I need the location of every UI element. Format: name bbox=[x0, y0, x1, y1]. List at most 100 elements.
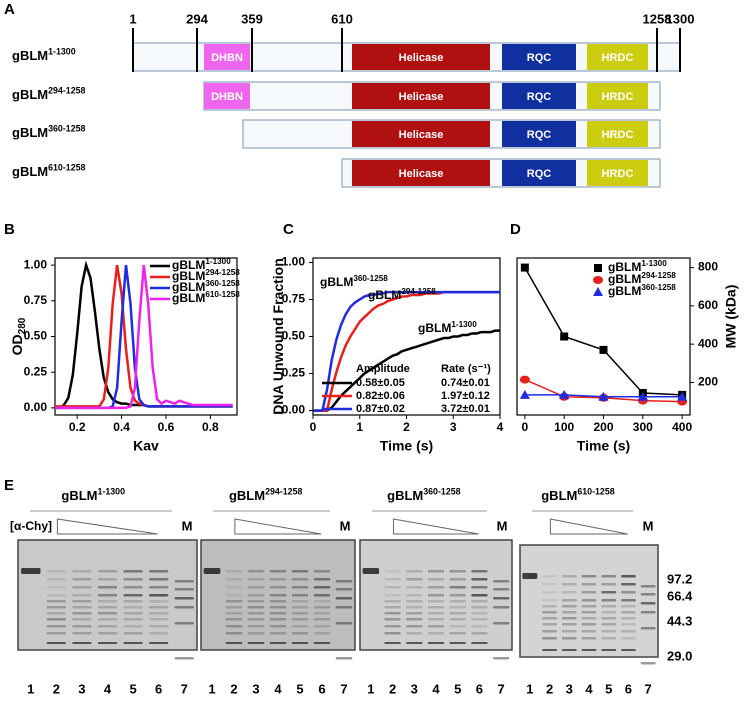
gel-band bbox=[291, 586, 309, 589]
gel-band bbox=[581, 605, 597, 608]
y-tick-label: 1.00 bbox=[24, 257, 48, 271]
label-main: DNA Unwound Fraction bbox=[270, 258, 286, 415]
y-tick-label: 0.50 bbox=[282, 329, 306, 343]
table-header: Amplitude bbox=[356, 363, 410, 375]
gel-band bbox=[449, 612, 466, 615]
table-cell: 0.87±0.02 bbox=[356, 403, 405, 415]
gel-band bbox=[581, 599, 597, 602]
marker bbox=[520, 263, 529, 272]
gel-band bbox=[225, 618, 243, 621]
series-line bbox=[313, 329, 500, 412]
gel-band bbox=[97, 594, 118, 597]
gel-band bbox=[601, 575, 617, 578]
gel-band bbox=[174, 606, 194, 609]
domain-label: Helicase bbox=[399, 129, 444, 141]
table-cell: 0.58±0.05 bbox=[356, 377, 405, 389]
gel-band bbox=[269, 642, 287, 644]
gel-band bbox=[72, 642, 92, 644]
gel-band bbox=[313, 594, 331, 597]
x-tick-label: 200 bbox=[593, 420, 613, 434]
gel-band bbox=[291, 618, 309, 621]
gel-band bbox=[72, 600, 92, 603]
y-axis-label: OD280 bbox=[9, 317, 28, 355]
gel-band bbox=[269, 578, 287, 581]
gel-band bbox=[384, 618, 401, 621]
series-line bbox=[313, 290, 500, 412]
gel-band bbox=[46, 642, 67, 644]
panel-label: B bbox=[4, 221, 15, 238]
gel-band bbox=[542, 575, 558, 578]
label-sup: 1-1300 bbox=[451, 320, 477, 329]
domain-box bbox=[502, 44, 576, 70]
lane-number: 1 bbox=[367, 681, 374, 696]
y-tick-label: 800 bbox=[698, 260, 718, 274]
gel-band bbox=[427, 606, 445, 609]
gel-band bbox=[384, 625, 401, 628]
domain-box bbox=[502, 160, 576, 186]
gel-band bbox=[72, 632, 92, 635]
label-sup: 1-1300 bbox=[641, 259, 667, 268]
marker bbox=[559, 389, 570, 399]
gel-band bbox=[291, 606, 309, 609]
gel-band bbox=[492, 597, 510, 600]
domain-box bbox=[204, 44, 250, 70]
label-sup: 1-1300 bbox=[48, 47, 76, 57]
gel-band bbox=[335, 606, 353, 609]
gel-band bbox=[601, 623, 617, 626]
gel-band bbox=[313, 578, 331, 581]
x-tick-label: 0.4 bbox=[113, 420, 130, 434]
domain-box bbox=[352, 44, 490, 70]
gel-band bbox=[362, 568, 380, 574]
domain-label: Helicase bbox=[399, 168, 444, 180]
gel-band bbox=[335, 622, 353, 625]
concentration-wedge bbox=[56, 518, 158, 535]
domain-label: RQC bbox=[527, 91, 552, 103]
label-sup: 360-1258 bbox=[48, 124, 85, 134]
gel-band bbox=[21, 568, 41, 574]
x-tick-label: 400 bbox=[672, 420, 692, 434]
gel-band bbox=[581, 575, 597, 578]
y-tick-label: 0.00 bbox=[24, 400, 48, 414]
gel-band bbox=[449, 632, 466, 635]
gel-band bbox=[561, 599, 577, 602]
lane-number: 6 bbox=[318, 681, 325, 696]
gel-band bbox=[291, 642, 309, 644]
gel-band bbox=[640, 662, 656, 665]
gel-band bbox=[97, 625, 118, 628]
gel-band bbox=[123, 632, 143, 635]
gel-band bbox=[97, 600, 118, 603]
mw-marker-label: 66.4 bbox=[667, 588, 693, 603]
table-cell: 1.97±0.12 bbox=[441, 390, 490, 402]
domain-label: DHBN bbox=[211, 52, 243, 64]
legend-marker bbox=[593, 276, 603, 284]
gel-band bbox=[581, 617, 597, 620]
x-axis-label: Kav bbox=[133, 438, 159, 454]
domain-box bbox=[352, 121, 490, 147]
y-tick-label: 600 bbox=[698, 298, 718, 312]
gel-band bbox=[174, 580, 194, 583]
lane-number: 3 bbox=[252, 681, 259, 696]
y2-axis-label: MW (kDa) bbox=[723, 285, 739, 349]
gel-band bbox=[471, 586, 488, 589]
gel-band bbox=[581, 623, 597, 626]
gel-band bbox=[72, 578, 92, 581]
gel-band bbox=[247, 606, 265, 609]
label-sub: 280 bbox=[17, 317, 28, 334]
gel-band bbox=[247, 632, 265, 635]
lane-number: 3 bbox=[566, 681, 573, 696]
gel-band bbox=[313, 586, 331, 589]
gel-band bbox=[46, 586, 67, 589]
gel-band bbox=[492, 622, 510, 625]
y-tick-label: 0.75 bbox=[24, 293, 48, 307]
gel-band bbox=[313, 600, 331, 603]
marker-lane-label: M bbox=[182, 518, 193, 533]
gel-band bbox=[471, 594, 488, 597]
gel-band bbox=[291, 570, 309, 573]
marker-lane-label: M bbox=[643, 518, 654, 533]
legend-label: gBLM294-1258 bbox=[172, 268, 240, 283]
x-tick-label: 2 bbox=[403, 420, 410, 434]
label-main: gBLM bbox=[172, 258, 205, 272]
gel-band bbox=[97, 632, 118, 635]
lane-number: 4 bbox=[104, 681, 112, 696]
label-main: gBLM bbox=[12, 48, 48, 63]
